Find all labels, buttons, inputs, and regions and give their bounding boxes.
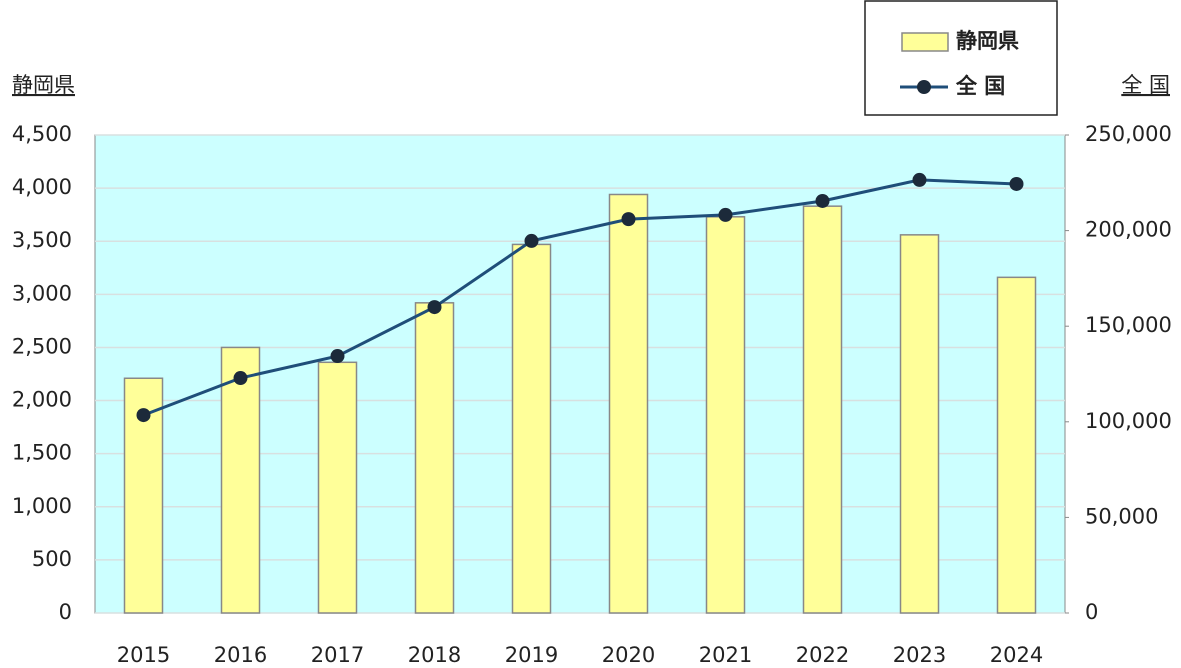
legend-label: 全 国 [955, 74, 1005, 98]
x-tick-label: 2020 [602, 643, 655, 667]
legend-box [864, 0, 1058, 116]
y-tick-label: 2,500 [12, 334, 72, 358]
y-tick-label: 1,000 [12, 494, 72, 518]
y-axis-title: 静岡県 [12, 73, 75, 97]
y2-tick-label: 250,000 [1085, 122, 1172, 146]
bar [317, 361, 358, 614]
marker [427, 300, 442, 315]
bar [802, 205, 843, 614]
marker [1009, 176, 1024, 191]
legend-swatch [901, 32, 949, 52]
x-tick-label: 2016 [214, 643, 267, 667]
legend-label: 静岡県 [956, 29, 1019, 53]
x-tick-label: 2022 [796, 643, 849, 667]
x-tick-label: 2019 [505, 643, 558, 667]
y-tick-label: 3,500 [12, 228, 72, 252]
y-tick-label: 2,000 [12, 388, 72, 412]
x-tick-label: 2021 [699, 643, 752, 667]
x-tick-label: 2023 [893, 643, 946, 667]
bar [123, 377, 164, 614]
y-tick-label: 4,000 [12, 175, 72, 199]
bar [705, 216, 746, 614]
y2-tick-label: 0 [1085, 600, 1098, 624]
y-tick-label: 500 [32, 547, 72, 571]
marker [233, 371, 248, 386]
y2-tick-label: 100,000 [1085, 409, 1172, 433]
bar [511, 243, 552, 614]
bar [899, 234, 940, 614]
x-tick-label: 2015 [117, 643, 170, 667]
x-tick-label: 2024 [990, 643, 1043, 667]
y2-tick-label: 200,000 [1085, 218, 1172, 242]
marker [524, 233, 539, 248]
marker [912, 172, 927, 187]
bar [414, 302, 455, 614]
y2-axis-title: 全 国 [1121, 73, 1170, 97]
bar [220, 346, 261, 614]
x-tick-label: 2017 [311, 643, 364, 667]
line [142, 178, 1017, 417]
y-tick-label: 0 [59, 600, 72, 624]
marker [815, 193, 830, 208]
marker [330, 349, 345, 364]
y2-tick-label: 50,000 [1085, 504, 1158, 528]
bar [996, 276, 1037, 614]
marker [621, 212, 636, 227]
marker [136, 408, 151, 423]
y-tick-label: 4,500 [12, 122, 72, 146]
y-tick-label: 3,000 [12, 281, 72, 305]
bar [608, 193, 649, 614]
marker [718, 207, 733, 222]
x-tick-label: 2018 [408, 643, 461, 667]
y2-tick-label: 150,000 [1085, 313, 1172, 337]
y-tick-label: 1,500 [12, 441, 72, 465]
legend-marker [917, 80, 931, 94]
